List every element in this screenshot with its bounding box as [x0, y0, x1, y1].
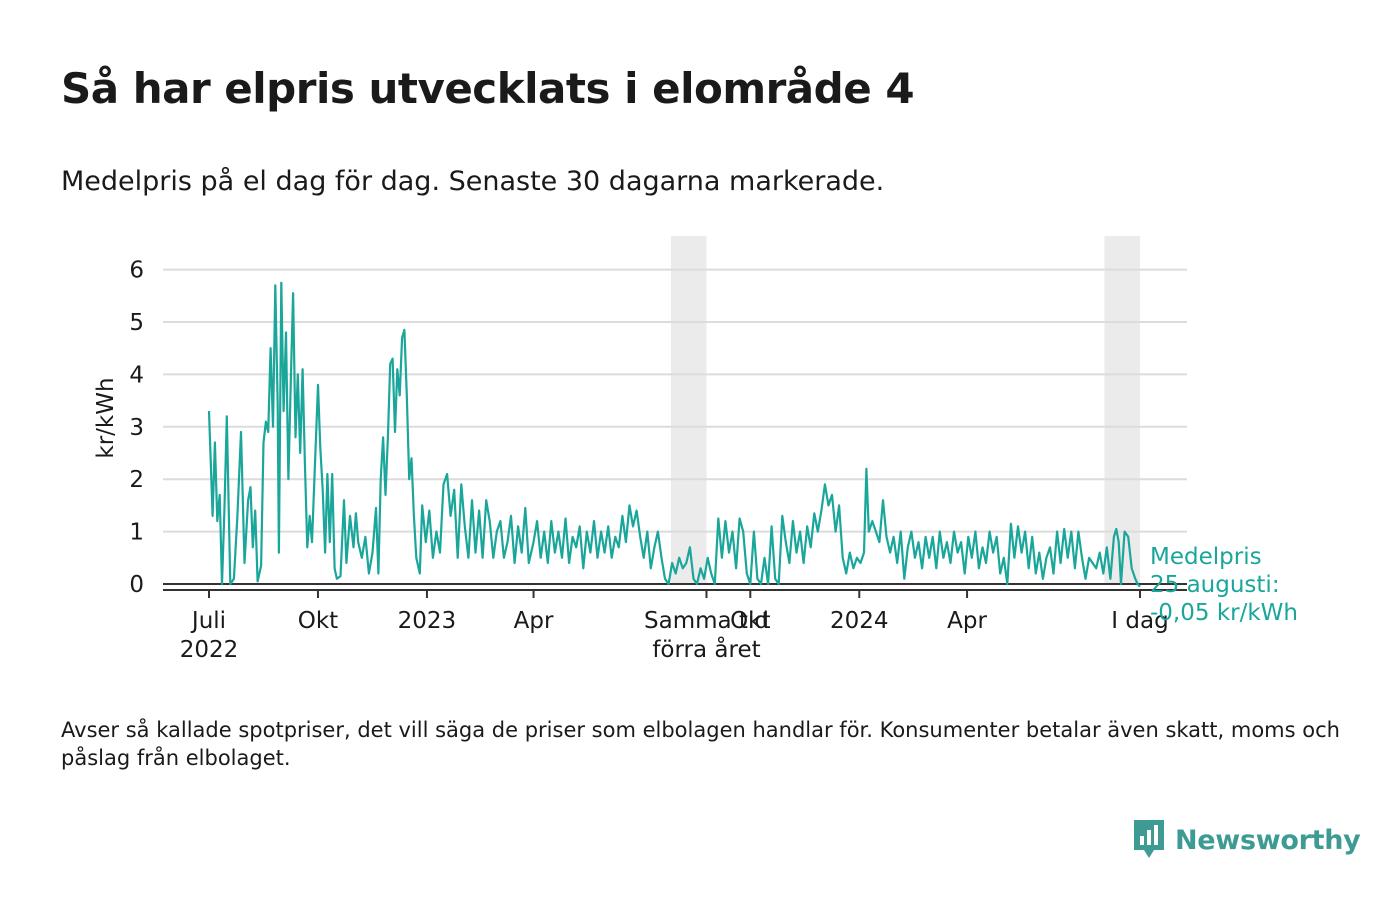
y-tick-label-3: 3 [129, 415, 144, 441]
y-axis-label: kr/kWh [93, 377, 119, 458]
y-tick-label-6: 6 [129, 258, 144, 284]
x-tick-label-5: Samma tid [644, 608, 769, 634]
chart-subtitle: Medelpris på el dag för dag. Senaste 30 … [61, 166, 885, 197]
y-tick-label-2: 2 [129, 467, 144, 493]
x-tick-label-9: I dag [1111, 608, 1168, 634]
latest-value-annotation: Medelpris 25 augusti: -0,05 kr/kWh [1150, 544, 1298, 626]
highlight-band-2 [1104, 236, 1140, 584]
y-tick-label-4: 4 [129, 362, 144, 388]
x-tick-sublabel-1: 2022 [180, 637, 239, 663]
highlight-band-1 [670, 236, 707, 584]
brand-name: Newsworthy [1175, 824, 1361, 856]
y-tick-label-0: 0 [129, 572, 144, 598]
y-tick-label-5: 5 [129, 310, 144, 336]
annotation-line-1: Medelpris [1150, 544, 1262, 570]
footnote: Avser så kallade spotpriser, det vill sä… [61, 718, 1340, 770]
x-tick-label-6: Okt [730, 608, 770, 634]
y-tick-labels: 0 1 2 3 4 5 6 [129, 258, 144, 598]
x-tick-label-3: 2023 [398, 608, 457, 634]
x-tick-sublabel-5: förra året [652, 635, 760, 663]
annotation-line-2: 25 augusti: [1150, 572, 1280, 598]
highlight-bands [670, 236, 1140, 584]
x-tick-label-7: 2024 [830, 608, 889, 634]
x-tick-label-2: Okt [298, 608, 338, 634]
newsworthy-logo-icon [1134, 820, 1164, 858]
x-tick-label-8: Apr [947, 608, 987, 634]
price-line-chart: 0 1 2 3 4 5 6 kr/kWh Juli 2022 Okt 2023 Apr Samma t… [93, 236, 1298, 663]
annotation-line-3: -0,05 kr/kWh [1150, 600, 1298, 626]
chart-title: Så har elpris utvecklats i elområde 4 [61, 64, 915, 113]
x-tick-label-1: Juli [190, 608, 226, 634]
brand-logo[interactable]: Newsworthy [1132, 818, 1361, 862]
y-tick-label-1: 1 [129, 520, 144, 546]
x-tick-label-4: Apr [514, 608, 554, 634]
series-line [207, 281, 1141, 588]
